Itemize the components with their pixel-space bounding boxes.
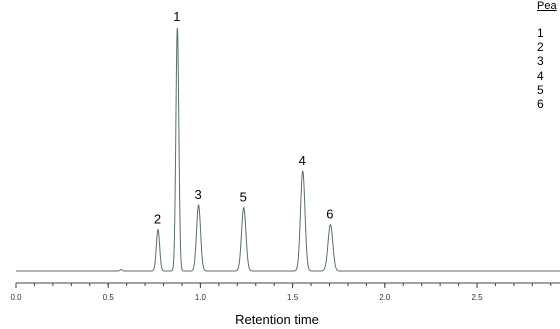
x-tick-label: 0.0 bbox=[10, 293, 22, 302]
x-tick-label: 1.5 bbox=[287, 293, 299, 302]
chromatogram-trace bbox=[16, 27, 560, 272]
x-tick-label: 2.5 bbox=[471, 293, 483, 302]
peak-label: 4 bbox=[299, 153, 306, 168]
legend-entry: 3 bbox=[537, 54, 544, 69]
x-axis: 0.0 0.5 1.0 1.5 2.0 2.5 bbox=[10, 282, 560, 302]
peak-label: 6 bbox=[326, 207, 333, 222]
legend-entry: 1 bbox=[537, 26, 544, 40]
peak-label: 1 bbox=[173, 9, 180, 24]
x-tick-label: 2.0 bbox=[379, 293, 391, 302]
x-axis-label: Retention time bbox=[235, 312, 319, 327]
legend-entry: 6 bbox=[537, 97, 544, 112]
legend-entry: 4 bbox=[537, 68, 544, 83]
x-tick-label: 0.5 bbox=[103, 293, 115, 302]
peak-label: 3 bbox=[194, 187, 201, 202]
peak-labels: 1 2 3 5 4 6 bbox=[154, 9, 334, 227]
legend-header: Pea bbox=[537, 0, 557, 12]
peak-label: 2 bbox=[154, 212, 161, 227]
peak-label: 5 bbox=[240, 190, 247, 205]
legend-entry: 2 bbox=[537, 40, 544, 55]
x-tick-label: 1.0 bbox=[195, 293, 207, 302]
legend-entry: 5 bbox=[537, 82, 544, 97]
